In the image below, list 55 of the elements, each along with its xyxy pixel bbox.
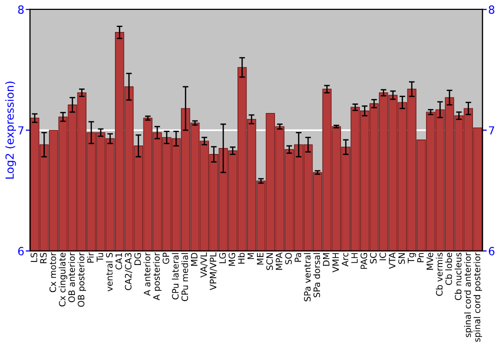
x-tick-label: ME [257, 252, 264, 265]
x-tick-label: DG [134, 253, 141, 265]
x-tick-label: Arc [342, 252, 348, 266]
x-tick-label: RS [40, 252, 47, 264]
y-tick-label: 8 [18, 5, 24, 14]
x-tick-label: SN [398, 253, 405, 264]
x-tick-label: LG [219, 253, 226, 264]
x-tick-label: MVe [426, 252, 434, 270]
x-tick-label: VPM/VPL [210, 252, 218, 290]
x-tick-label: CPu lateral [172, 253, 179, 300]
x-tick-label: Pa [294, 253, 302, 262]
x-tick-label: spinal cord anterior [464, 252, 473, 338]
x-tick-label: CPu medial [181, 253, 188, 302]
y2-tick-label: 7 [488, 126, 494, 134]
x-tick-label: Tg [408, 253, 416, 264]
x-tick-label: Hb [238, 252, 245, 264]
x-tick-label: Pir [87, 252, 94, 263]
x-tick-label: A posterior [153, 252, 162, 300]
x-tick-label: PAG [360, 253, 368, 269]
x-tick-label: SPa ventral [304, 253, 311, 302]
y-tick-label: 7 [18, 126, 24, 134]
x-tick-label: VA/VL [200, 252, 208, 278]
x-tick-label: MD [191, 252, 198, 266]
x-tick-label: Tu [96, 253, 104, 262]
x-tick-label: Cx cingulate [58, 252, 68, 306]
x-tick-label: Cb lobe [445, 252, 452, 286]
x-tick-label: CA2/CA3 [124, 253, 132, 290]
x-tick-label: SPa dorsal [313, 253, 320, 298]
x-tick-label: LS [30, 252, 38, 262]
x-tick-label: LH [351, 253, 358, 263]
x-tick-label: M [248, 253, 254, 260]
x-tick-label: OB anterior [68, 252, 75, 302]
x-tick-label: ventral S [106, 252, 113, 292]
y-tick-label: 6 [18, 246, 24, 256]
y2-tick-label: 6 [488, 246, 494, 256]
x-tick-label: MPA [276, 252, 282, 270]
x-tick-label: CA1 [115, 253, 122, 270]
x-tick-label: VMH [332, 253, 339, 272]
x-tick-label: VTA [388, 252, 396, 269]
x-tick-label: MG [228, 253, 236, 266]
x-tick-label: A anterior [144, 252, 150, 296]
x-tick-label: spinal cord posterior [474, 252, 482, 342]
x-tick-label: OB posterior [78, 252, 86, 307]
x-tick-label: Cx motor [49, 252, 56, 292]
x-tick-label: IC [379, 252, 386, 260]
x-tick-label: DM [322, 253, 330, 266]
x-tick-label: SC [370, 252, 377, 264]
x-tick-label: Cb nucleus [454, 252, 462, 300]
y2-tick-label: 8 [488, 5, 494, 14]
x-tick-label: Cb vermis [436, 252, 443, 296]
x-tick-label: SCN [266, 253, 273, 270]
x-tick-label: SO [285, 252, 292, 264]
x-tick-label: Pn [417, 253, 424, 262]
x-tick-label: GP [162, 252, 170, 264]
y-axis-title: Log2 (expression) [5, 82, 16, 179]
